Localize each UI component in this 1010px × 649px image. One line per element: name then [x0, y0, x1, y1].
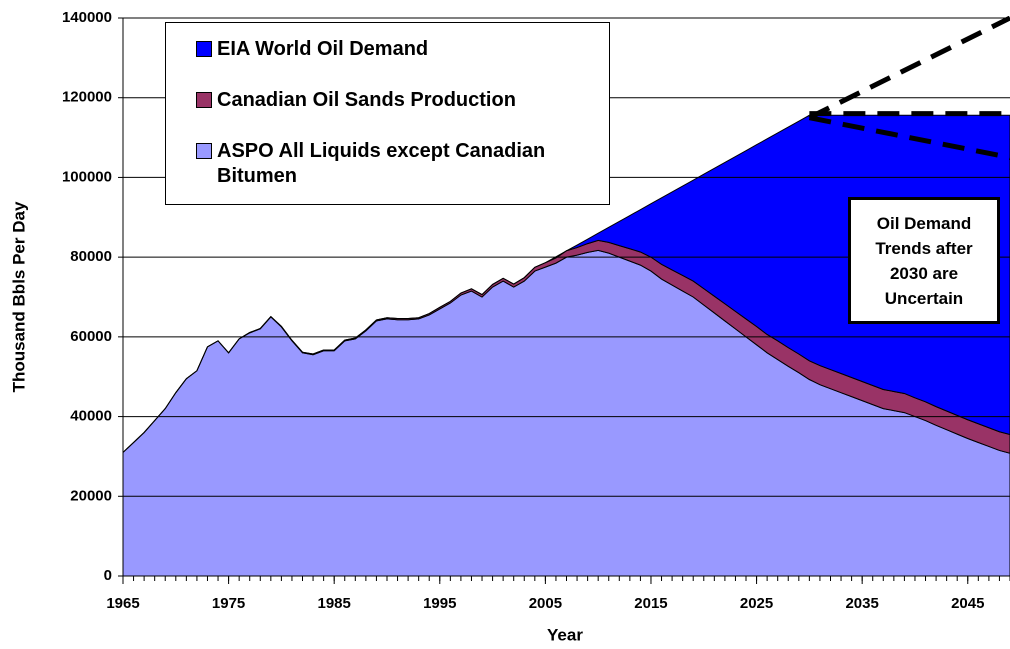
legend-label: EIA World Oil Demand — [217, 38, 429, 60]
y-tick-label: 140000 — [62, 9, 112, 26]
legend-label: ASPO All Liquids except Canadian Bitumen — [217, 140, 546, 187]
x-tick-label: 1995 — [423, 595, 456, 612]
y-tick-label: 100000 — [62, 168, 112, 185]
y-tick-label: 20000 — [70, 487, 112, 504]
legend-swatch — [196, 143, 212, 159]
legend-swatch — [196, 41, 212, 57]
legend-label: Canadian Oil Sands Production — [217, 89, 516, 111]
legend-entry: Canadian Oil Sands Production — [196, 88, 609, 113]
y-tick-label: 40000 — [70, 408, 112, 425]
trend-line — [808, 115, 1010, 160]
x-axis-title: Year — [547, 625, 583, 644]
x-tick-label: 2035 — [845, 595, 878, 612]
legend-entry: ASPO All Liquids except Canadian Bitumen — [196, 139, 609, 189]
x-tick-label: 2045 — [951, 595, 984, 612]
x-tick-label: 1965 — [106, 595, 139, 612]
x-tick-label: 2005 — [529, 595, 562, 612]
x-tick-label: 2015 — [634, 595, 667, 612]
x-tick-label: 1975 — [212, 595, 245, 612]
y-tick-label: 80000 — [70, 248, 112, 265]
y-tick-label: 60000 — [70, 328, 112, 345]
x-tick-label: 2025 — [740, 595, 773, 612]
annotation-box: Oil Demand Trends after 2030 are Uncerta… — [848, 197, 1000, 324]
y-tick-label: 0 — [104, 567, 112, 584]
x-tick-label: 1985 — [318, 595, 351, 612]
trend-line — [808, 16, 1010, 120]
area — [122, 114, 1010, 453]
annotation: Oil Demand Trends after 2030 are Uncerta… — [875, 213, 973, 308]
legend-swatch — [196, 92, 212, 108]
legend-entry: EIA World Oil Demand — [196, 37, 609, 62]
y-axis-title: Thousand Bbls Per Day — [9, 201, 28, 392]
y-tick-label: 120000 — [62, 89, 112, 106]
legend: EIA World Oil Demand Canadian Oil Sands P… — [165, 22, 610, 205]
